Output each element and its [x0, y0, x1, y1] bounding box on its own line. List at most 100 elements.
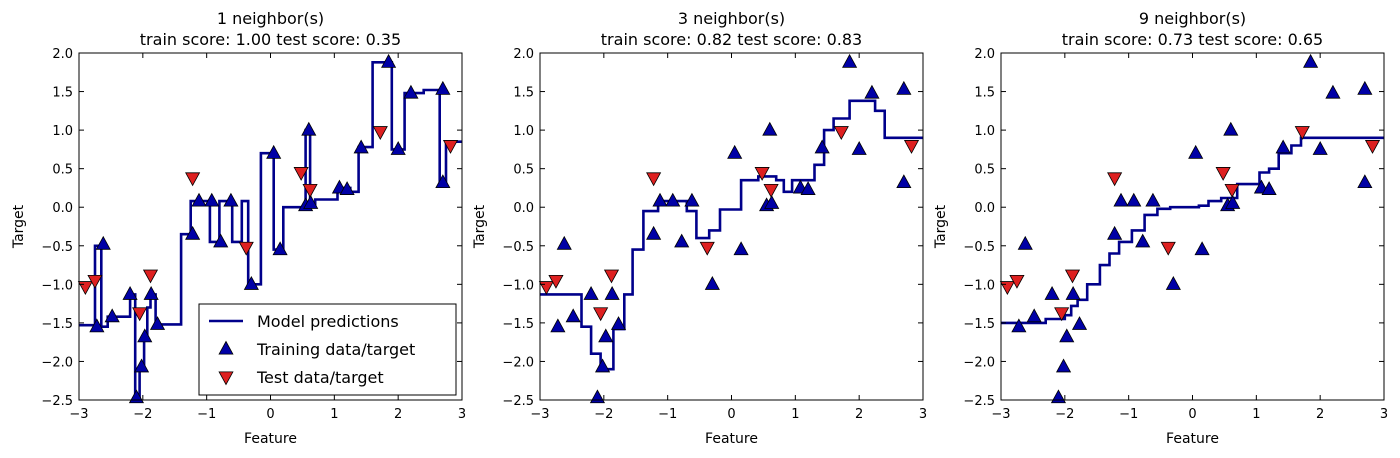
- y-tick-label: −2.0: [963, 355, 995, 370]
- test-point: [538, 281, 554, 295]
- training-point: [1275, 139, 1291, 154]
- y-axis-label: Target: [933, 204, 949, 249]
- x-tick-label: −1: [1119, 407, 1138, 422]
- x-tick-label: 0: [1188, 407, 1196, 422]
- x-tick-label: −1: [197, 407, 216, 422]
- test-point: [1364, 140, 1381, 154]
- test-point: [593, 307, 609, 322]
- training-point: [95, 235, 111, 250]
- test-point: [238, 241, 254, 256]
- training-point: [1194, 241, 1210, 256]
- y-tick-label: −2.5: [41, 394, 73, 409]
- test-point: [754, 167, 770, 181]
- training-point: [1044, 286, 1060, 300]
- test-point: [1215, 167, 1231, 181]
- y-tick-label: 2.0: [974, 47, 995, 62]
- panel-2: 3 neighbor(s) train score: 0.82 test scor…: [472, 9, 927, 447]
- training-point: [133, 358, 150, 373]
- test-point: [833, 126, 849, 140]
- x-tick-label: 2: [1316, 407, 1324, 422]
- training-point: [1026, 308, 1042, 323]
- test-point: [132, 307, 148, 322]
- training-point: [674, 233, 690, 248]
- test-point: [999, 281, 1015, 295]
- test-point: [603, 269, 620, 284]
- x-tick-label: −1: [658, 407, 677, 422]
- training-point: [565, 308, 581, 323]
- x-tick-label: 1: [791, 407, 799, 422]
- training-point: [684, 192, 700, 207]
- y-tick-label: 1.0: [513, 124, 534, 139]
- training-point: [814, 139, 830, 154]
- training-point: [704, 276, 720, 290]
- training-point: [646, 225, 662, 240]
- axes-frame: [539, 52, 924, 401]
- training-point: [1107, 225, 1123, 240]
- test-point: [77, 281, 93, 295]
- test-point: [763, 183, 779, 198]
- training-point: [550, 318, 566, 333]
- y-tick-label: −1.0: [963, 278, 995, 293]
- test-point: [1064, 269, 1081, 284]
- training-point: [1188, 144, 1204, 159]
- x-tick-label: −2: [594, 407, 613, 422]
- x-tick-label: 3: [919, 407, 927, 422]
- model-prediction-line: [1001, 136, 1384, 325]
- training-point: [137, 328, 153, 343]
- training-point: [1050, 389, 1067, 404]
- training-point: [652, 192, 668, 207]
- y-tick-label: −1.5: [502, 317, 534, 332]
- training-point: [594, 358, 611, 373]
- x-tick-label: 2: [394, 407, 402, 422]
- training-point: [764, 195, 780, 209]
- training-point: [204, 192, 220, 207]
- y-tick-label: −0.5: [502, 240, 534, 255]
- y-tick-label: −1.5: [963, 317, 995, 332]
- y-axis-label: Target: [472, 204, 488, 249]
- training-point: [1165, 276, 1181, 290]
- training-point: [213, 233, 229, 248]
- legend-box: [198, 303, 457, 396]
- training-point: [266, 144, 282, 159]
- x-axis-label: Feature: [1166, 431, 1219, 447]
- training-point: [1312, 141, 1328, 155]
- x-tick-label: 3: [458, 407, 466, 422]
- x-tick-label: −3: [69, 407, 88, 422]
- test-point: [903, 140, 920, 154]
- test-point: [302, 183, 318, 198]
- training-point: [89, 318, 105, 333]
- panel-title: 9 neighbor(s): [1139, 9, 1246, 28]
- x-tick-label: 1: [1252, 407, 1260, 422]
- training-point: [128, 389, 145, 404]
- panel-3: 9 neighbor(s) train score: 0.73 test scor…: [933, 9, 1388, 447]
- model-prediction-line: [79, 61, 462, 400]
- training-point: [381, 53, 397, 68]
- training-point: [185, 225, 201, 240]
- y-tick-label: 1.0: [974, 124, 995, 139]
- y-tick-label: −2.0: [41, 355, 73, 370]
- training-point: [390, 141, 406, 155]
- test-point: [142, 269, 159, 284]
- training-point: [339, 181, 355, 195]
- test-point: [699, 241, 715, 256]
- training-point: [104, 308, 120, 323]
- y-tick-label: −2.0: [502, 355, 534, 370]
- training-point: [896, 174, 912, 189]
- panel-title: 3 neighbor(s): [678, 9, 785, 28]
- training-point: [1017, 235, 1033, 250]
- model-prediction-line: [540, 99, 923, 371]
- axes-frame: [1000, 52, 1385, 401]
- y-tick-label: −1.0: [41, 278, 73, 293]
- training-point: [583, 286, 599, 300]
- x-axis-label: Feature: [244, 431, 297, 447]
- training-point: [1223, 121, 1239, 136]
- training-point: [1261, 181, 1277, 195]
- test-point: [185, 172, 201, 187]
- training-point: [1225, 195, 1241, 209]
- x-tick-label: −3: [991, 407, 1010, 422]
- training-point: [733, 241, 749, 256]
- training-point: [1065, 286, 1081, 300]
- test-point: [548, 274, 564, 289]
- training-point: [727, 144, 743, 159]
